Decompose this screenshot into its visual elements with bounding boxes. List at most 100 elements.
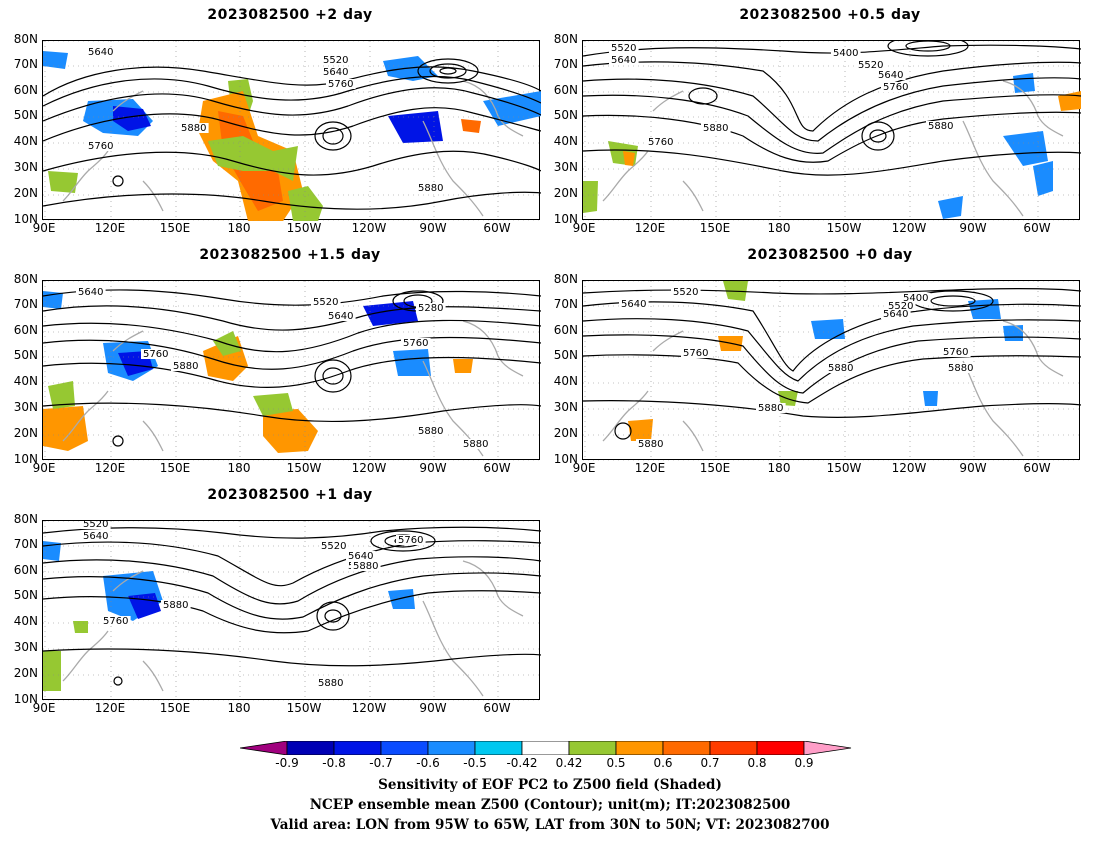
lon-tick-label: 90W: [419, 461, 447, 475]
panel-title-plus05: 2023082500 +0.5 day: [739, 7, 921, 23]
contour-label: 5760: [398, 535, 423, 546]
panel-title-plus0: 2023082500 +0 day: [747, 247, 913, 263]
contour-label-bg: [321, 55, 351, 65]
lon-tick-label: 90E: [32, 701, 56, 715]
contour-label-bg: [756, 403, 786, 413]
contour-label: 5880: [758, 403, 783, 414]
lat-tick-label: 60N: [13, 563, 38, 577]
shaded-sensitivity-region: [388, 111, 443, 143]
z500-contour: [43, 356, 541, 389]
contour-label: 5880: [948, 363, 973, 374]
lat-tick-label: 10N: [13, 692, 38, 706]
contour-label: 5880: [828, 363, 853, 374]
z500-contour: [43, 572, 541, 620]
contour-label: 5640: [621, 299, 646, 310]
z500-closed-contour: [439, 67, 457, 75]
lon-tick-label: 60W: [1023, 461, 1051, 475]
contour-label: 5400: [903, 293, 928, 304]
lon-tick-label: 90E: [572, 221, 596, 235]
z500-contour: [43, 648, 541, 667]
coastline: [62, 80, 524, 217]
colorbar-tick-label: -0.8: [322, 756, 346, 770]
lat-tick-label: 70N: [13, 57, 38, 71]
contour-label-bg: [619, 299, 649, 309]
colorbar-tick-label: 0.5: [606, 756, 626, 770]
lat-tick-label: 10N: [13, 452, 38, 466]
coastline: [602, 80, 1064, 217]
z500-closed-contour: [429, 63, 467, 79]
contour-label-bg: [901, 293, 931, 303]
lon-tick-label: 90W: [959, 221, 987, 235]
z500-contour: [43, 336, 541, 370]
contour-label: 5880: [638, 439, 663, 450]
z500-closed-contour: [322, 367, 344, 385]
contour-label: 5640: [611, 55, 636, 66]
contour-label-bg: [926, 121, 956, 131]
colorbar: [240, 741, 852, 755]
colorbar-segment: [615, 741, 664, 755]
lat-tick-label: 60N: [13, 323, 38, 337]
shaded-sensitivity-region: [1003, 325, 1023, 341]
shaded-sensitivity-region: [483, 91, 541, 126]
contour-label: 5880: [418, 426, 443, 437]
contour-label: 5760: [943, 347, 968, 358]
coastline: [602, 320, 1064, 457]
lon-tick-label: 120E: [634, 461, 666, 475]
z500-contour: [43, 540, 541, 587]
lat-tick-label: 60N: [553, 323, 578, 337]
shaded-sensitivity-region: [383, 56, 438, 81]
lat-tick-label: 80N: [553, 272, 578, 286]
z500-closed-contour: [688, 87, 718, 105]
contour-label-bg: [671, 287, 701, 297]
contour-label-bg: [86, 47, 116, 57]
contour-label-bg: [81, 521, 111, 529]
z500-closed-contour: [905, 41, 951, 52]
shaded-sensitivity-region: [128, 593, 161, 619]
colorbar-segment: [662, 741, 711, 755]
lat-tick-label: 30N: [13, 400, 38, 414]
contour-label: 5880: [353, 561, 378, 572]
lon-tick-label: 90W: [419, 221, 447, 235]
contour-label: 5760: [143, 349, 168, 360]
contour-label: 5760: [403, 338, 428, 349]
shaded-sensitivity-region: [938, 196, 963, 219]
shaded-sensitivity-region: [113, 106, 151, 131]
lon-tick-label: 120W: [351, 701, 387, 715]
lon-tick-label: 60W: [483, 461, 511, 475]
z500-contour: [583, 288, 1081, 295]
colorbar-segment: [333, 741, 382, 755]
z500-closed-contour: [316, 601, 350, 631]
colorbar-segment: [240, 741, 288, 755]
colorbar-tick-label: 0.42: [555, 756, 583, 770]
contour-label: 5640: [78, 287, 103, 298]
shaded-sensitivity-region: [583, 181, 598, 213]
lon-tick-label: 180: [227, 221, 251, 235]
lat-tick-label: 10N: [553, 452, 578, 466]
lat-tick-label: 30N: [13, 640, 38, 654]
lat-tick-label: 40N: [13, 374, 38, 388]
lat-tick-label: 60N: [13, 83, 38, 97]
contour-label: 5400: [833, 48, 858, 59]
z500-contour: [43, 289, 541, 306]
lon-tick-label: 180: [767, 461, 791, 475]
contour-label-bg: [681, 348, 711, 358]
contour-label-bg: [461, 439, 491, 449]
shaded-sensitivity-region: [1033, 161, 1053, 196]
shaded-sensitivity-region: [388, 589, 415, 609]
z500-closed-contour: [324, 609, 342, 623]
z500-closed-contour: [887, 41, 969, 57]
contour-label-bg: [86, 141, 116, 151]
lat-tick-label: 30N: [553, 400, 578, 414]
map-panel-plus0: 5640 5520 5400 5520 5640 5760 5760 5880 5880 5880…: [582, 280, 1081, 461]
contour-label: 5880: [163, 600, 188, 611]
contour-label-bg: [646, 137, 676, 147]
contour-label-bg: [826, 363, 856, 373]
panel-title-plus1: 2023082500 +1 day: [207, 487, 373, 503]
contour-label-bg: [326, 79, 356, 89]
contour-label: 5520: [323, 55, 348, 66]
contour-label: 5640: [88, 47, 113, 58]
colorbar-tick-label: 0.8: [747, 756, 767, 770]
contour-label: 5760: [88, 141, 113, 152]
colorbar-tick-label: 0.9: [794, 756, 814, 770]
contour-label-bg: [881, 82, 911, 92]
